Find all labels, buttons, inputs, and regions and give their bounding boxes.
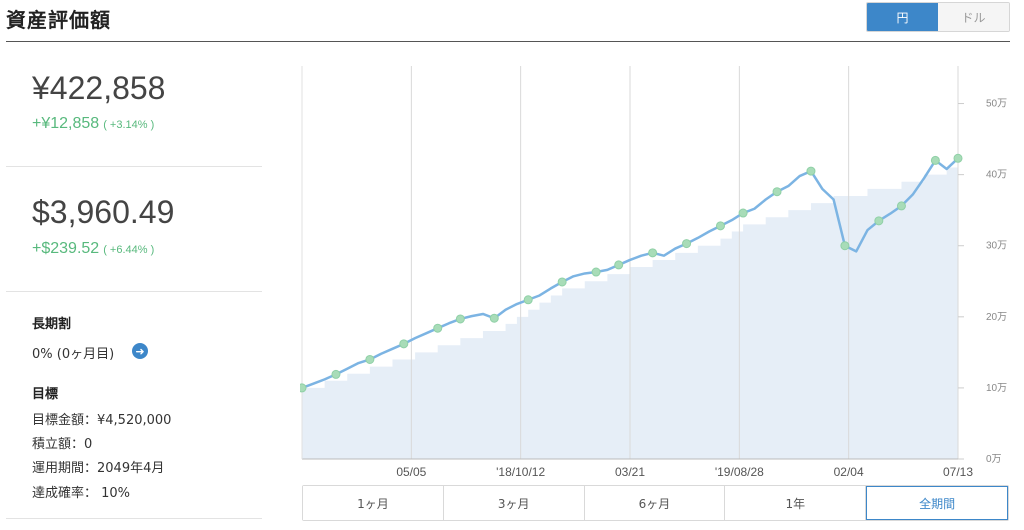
deposit-marker xyxy=(614,260,624,270)
deposit-marker xyxy=(930,155,940,165)
deposit-marker xyxy=(523,295,533,305)
divider xyxy=(6,518,262,519)
yen-change-value: +¥12,858 xyxy=(32,115,100,132)
x-tick-label: 03/21 xyxy=(615,465,645,479)
range-tab-1-month[interactable]: 1ヶ月 xyxy=(303,486,444,520)
divider xyxy=(6,291,262,292)
deposit-marker xyxy=(648,248,658,258)
long-term-value: 0% (0ヶ月目) xyxy=(32,347,115,362)
y-tick-label: 50万 xyxy=(986,99,1007,110)
long-term-arrow-icon[interactable]: ➜ xyxy=(132,343,148,359)
deposit-marker xyxy=(874,216,884,226)
divider xyxy=(6,166,262,167)
deposit-marker xyxy=(896,201,906,211)
long-term-heading: 長期割 xyxy=(32,317,72,332)
deposit-marker xyxy=(806,166,816,176)
deposit-marker xyxy=(489,313,499,323)
usd-change-percent: ( +6.44% ) xyxy=(103,244,155,256)
yen-change-percent: ( +3.14% ) xyxy=(103,119,155,131)
deposit-marker xyxy=(399,339,409,349)
usd-change: +$239.52( +6.44% ) xyxy=(32,240,154,258)
currency-toggle[interactable]: 円 ドル xyxy=(866,2,1010,32)
deposit-marker xyxy=(715,221,725,231)
header-divider xyxy=(6,41,1010,42)
y-tick-label: 40万 xyxy=(986,170,1007,181)
deposit-marker xyxy=(772,187,782,197)
x-tick-label: 02/04 xyxy=(834,465,864,479)
currency-dollar-button[interactable]: ドル xyxy=(938,3,1009,31)
asset-chart: 0万 10万 20万 30万 40万 50万 05/05 '18/10/12 03/21 '19/… xyxy=(300,66,1024,480)
goal-contribution: 積立額：0 xyxy=(32,437,93,452)
range-tab-3-months[interactable]: 3ヶ月 xyxy=(443,486,585,520)
range-tabs[interactable]: 1ヶ月 3ヶ月 6ヶ月 1年 全期間 xyxy=(302,485,1009,521)
range-tab-6-months[interactable]: 6ヶ月 xyxy=(584,486,726,520)
deposit-marker xyxy=(682,239,692,249)
range-tab-1-year[interactable]: 1年 xyxy=(725,486,867,520)
yen-total-amount: ¥422,858 xyxy=(32,70,166,106)
y-tick-label: 10万 xyxy=(986,383,1007,394)
deposit-marker xyxy=(591,267,601,277)
x-tick-label: '19/08/28 xyxy=(715,465,764,479)
asset-chart-svg: 0万 10万 20万 30万 40万 50万 05/05 '18/10/12 03/21 '19/… xyxy=(300,66,1007,479)
goal-heading: 目標 xyxy=(32,387,59,402)
deposit-marker xyxy=(953,153,963,163)
currency-yen-button[interactable]: 円 xyxy=(867,3,938,31)
deposit-marker xyxy=(738,208,748,218)
y-tick-label: 0万 xyxy=(986,454,1002,465)
goal-target-amount: 目標金額：¥4,520,000 xyxy=(32,413,172,428)
summary-panel: ¥422,858 +¥12,858( +3.14% ) $3,960.49 +$… xyxy=(6,42,262,530)
page-title: 資産評価額 xyxy=(6,8,111,32)
deposit-marker xyxy=(300,383,307,393)
x-tick-label: 05/05 xyxy=(396,465,426,479)
yen-change: +¥12,858( +3.14% ) xyxy=(32,115,154,133)
deposit-marker xyxy=(557,277,567,287)
usd-total-amount: $3,960.49 xyxy=(32,194,175,230)
x-tick-label: 07/13 xyxy=(943,465,973,479)
goal-probability: 達成確率： 10% xyxy=(32,486,131,501)
deposit-marker xyxy=(455,314,465,324)
y-tick-label: 20万 xyxy=(986,312,1007,323)
goal-period: 運用期間：2049年4月 xyxy=(32,461,165,476)
deposit-marker xyxy=(365,354,375,364)
deposit-marker xyxy=(331,369,341,379)
deposit-marker xyxy=(840,241,850,251)
x-tick-label: '18/10/12 xyxy=(496,465,545,479)
usd-change-value: +$239.52 xyxy=(32,240,100,257)
y-tick-label: 30万 xyxy=(986,241,1007,252)
deposit-marker xyxy=(433,323,443,333)
range-tab-all[interactable]: 全期間 xyxy=(866,486,1008,520)
